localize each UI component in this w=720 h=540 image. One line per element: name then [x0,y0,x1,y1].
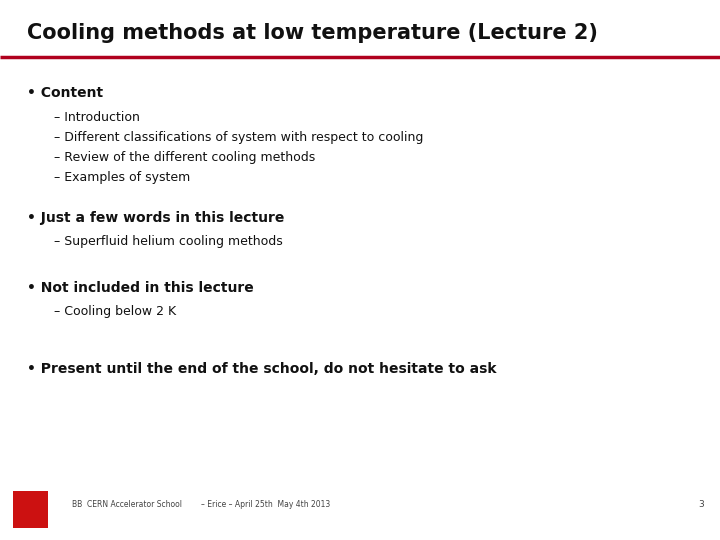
Text: Cooling methods at low temperature (Lecture 2): Cooling methods at low temperature (Lect… [27,23,598,43]
Text: – Superfluid helium cooling methods: – Superfluid helium cooling methods [54,235,283,248]
Text: – Different classifications of system with respect to cooling: – Different classifications of system wi… [54,131,423,144]
Bar [13,491,48,528]
Text: • Not included in this lecture: • Not included in this lecture [27,281,254,295]
Text: – Review of the different cooling methods: – Review of the different cooling method… [54,151,315,164]
Text: 3: 3 [698,501,704,509]
Text: – Introduction: – Introduction [54,111,140,124]
Text: • Content: • Content [27,86,104,100]
Text: – Examples of system: – Examples of system [54,171,190,184]
Text: – Cooling below 2 K: – Cooling below 2 K [54,305,176,318]
Text: • Present until the end of the school, do not hesitate to ask: • Present until the end of the school, d… [27,362,497,376]
Text: BB  CERN Accelerator School        – Erice – April 25th  May 4th 2013: BB CERN Accelerator School – Erice – Apr… [72,501,330,509]
Text: • Just a few words in this lecture: • Just a few words in this lecture [27,211,284,225]
